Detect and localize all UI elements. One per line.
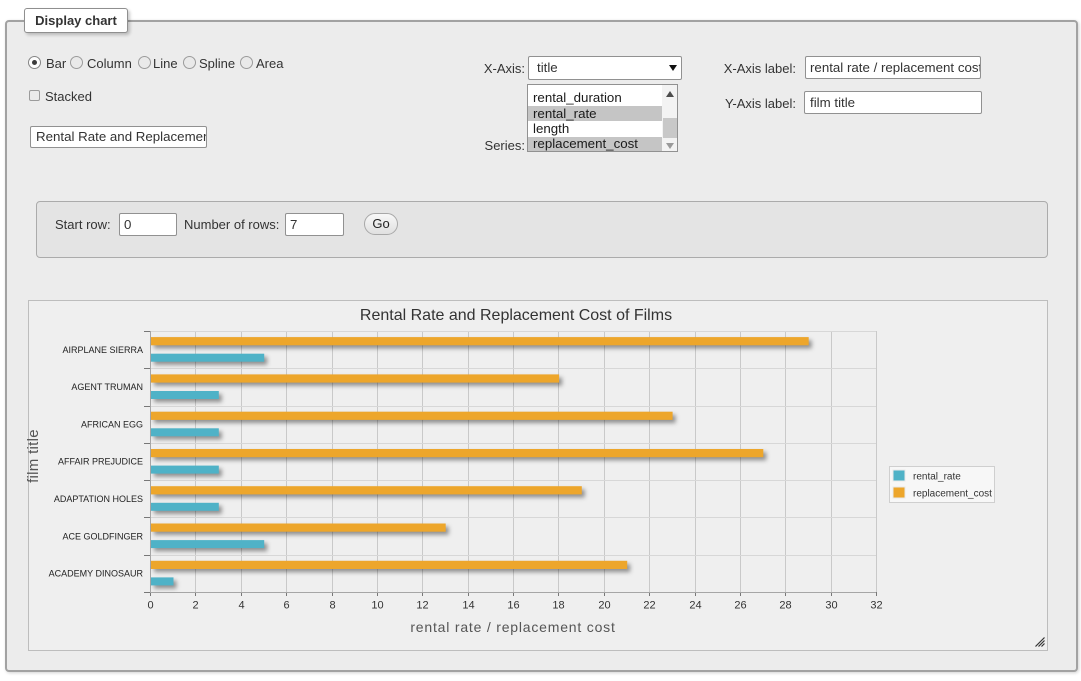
svg-text:film title: film title bbox=[25, 429, 42, 483]
svg-text:24: 24 bbox=[689, 600, 701, 612]
svg-text:12: 12 bbox=[416, 600, 428, 612]
svg-text:10: 10 bbox=[371, 600, 383, 612]
svg-text:AFFAIR PREJUDICE: AFFAIR PREJUDICE bbox=[58, 457, 143, 467]
svg-text:16: 16 bbox=[507, 600, 519, 612]
svg-text:32: 32 bbox=[870, 600, 882, 612]
svg-text:2: 2 bbox=[192, 600, 198, 612]
svg-text:26: 26 bbox=[734, 600, 746, 612]
svg-text:Rental Rate and Replacement Co: Rental Rate and Replacement Cost of Film… bbox=[360, 307, 672, 324]
svg-text:6: 6 bbox=[283, 600, 289, 612]
svg-text:ACADEMY DINOSAUR: ACADEMY DINOSAUR bbox=[49, 569, 144, 579]
svg-text:18: 18 bbox=[552, 600, 564, 612]
svg-text:8: 8 bbox=[329, 600, 335, 612]
svg-text:AIRPLANE SIERRA: AIRPLANE SIERRA bbox=[62, 345, 143, 355]
svg-text:0: 0 bbox=[147, 600, 153, 612]
svg-text:20: 20 bbox=[598, 600, 610, 612]
svg-text:replacement_cost: replacement_cost bbox=[913, 489, 992, 500]
svg-text:28: 28 bbox=[779, 600, 791, 612]
svg-text:AFRICAN EGG: AFRICAN EGG bbox=[81, 419, 143, 429]
svg-text:4: 4 bbox=[238, 600, 244, 612]
svg-text:22: 22 bbox=[643, 600, 655, 612]
svg-text:AGENT TRUMAN: AGENT TRUMAN bbox=[71, 382, 143, 392]
svg-text:rental rate / replacement cost: rental rate / replacement cost bbox=[410, 619, 615, 635]
svg-text:ADAPTATION HOLES: ADAPTATION HOLES bbox=[54, 494, 143, 504]
svg-text:rental_rate: rental_rate bbox=[913, 472, 961, 483]
svg-text:30: 30 bbox=[825, 600, 837, 612]
svg-text:14: 14 bbox=[462, 600, 474, 612]
svg-text:ACE GOLDFINGER: ACE GOLDFINGER bbox=[62, 531, 143, 541]
